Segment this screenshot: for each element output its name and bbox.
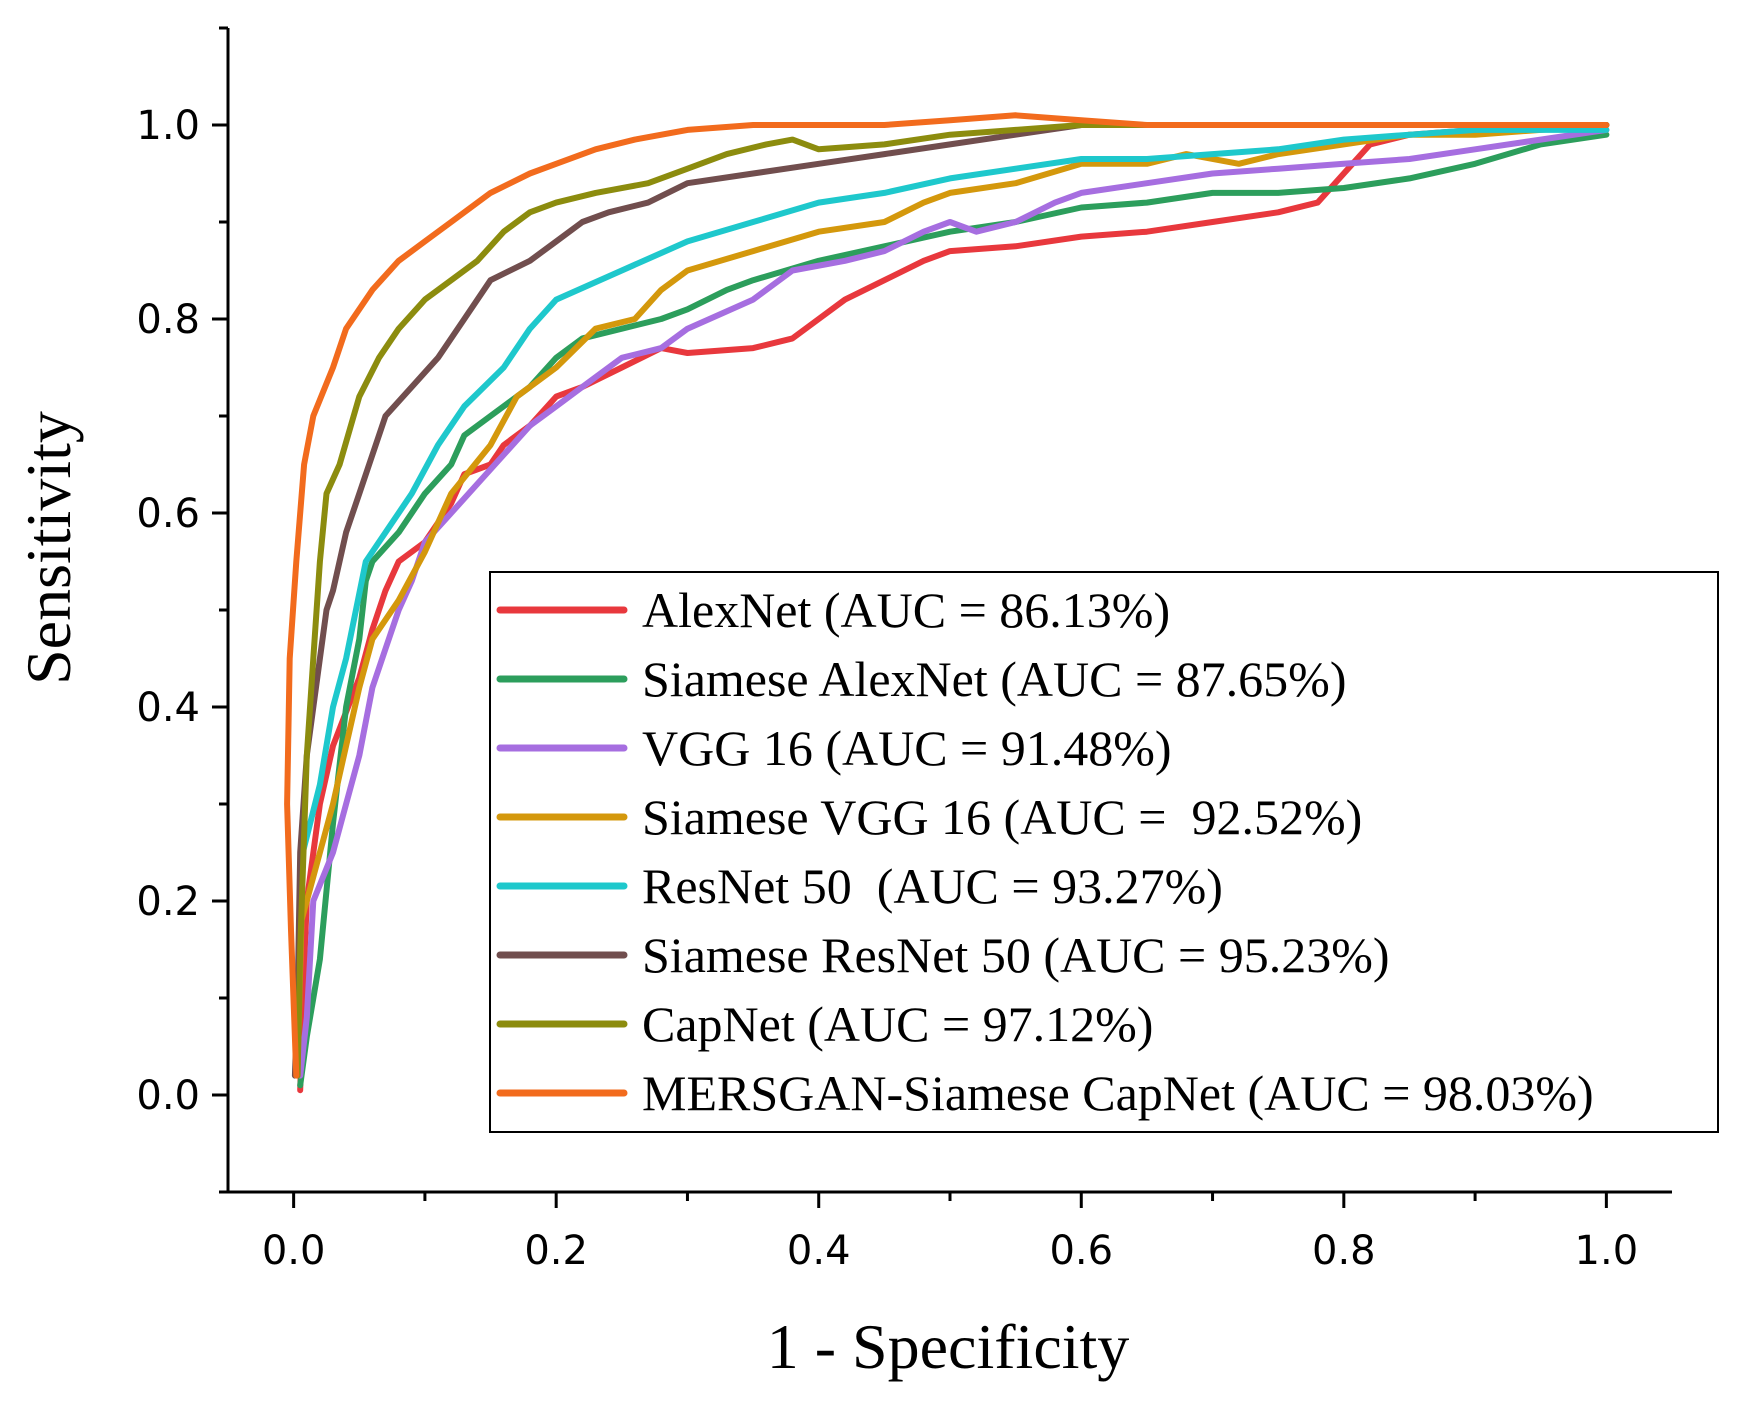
legend-label-5: ResNet 50 (AUC = 93.27%) (642, 858, 1223, 914)
y-tick-label: 0.4 (136, 685, 200, 731)
legend-label-8: MERSGAN-Siamese CapNet (AUC = 98.03%) (642, 1065, 1594, 1121)
y-tick-label: 0.6 (136, 491, 200, 537)
x-axis-title: 1 - Specificity (767, 1311, 1130, 1382)
series-line-2 (297, 131, 1610, 1089)
series-line-8 (284, 112, 1610, 1079)
legend-label-1: AlexNet (AUC = 86.13%) (642, 582, 1170, 638)
series-line-7 (294, 122, 1610, 1079)
series-line-4 (294, 122, 1610, 1069)
y-axis-title: Sensitivity (13, 411, 84, 685)
x-tick-label: 0.2 (524, 1228, 588, 1274)
y-tick-label: 0.0 (136, 1073, 200, 1119)
legend-label-4: Siamese VGG 16 (AUC = 92.52%) (642, 789, 1362, 845)
series-line-3 (297, 126, 1610, 1079)
y-tick-label: 0.2 (136, 879, 200, 925)
x-tick-label: 0.6 (1049, 1228, 1113, 1274)
series-line-6 (291, 122, 1610, 1079)
x-tick-label: 0.4 (787, 1228, 851, 1274)
tick-labels: 0.0 0.2 0.4 0.6 0.8 1.0 0.0 0.2 0.4 0.6 0.8 1.0 (136, 103, 1638, 1274)
legend-label-3: VGG 16 (AUC = 91.48%) (642, 720, 1172, 776)
x-tick-label: 0.8 (1312, 1228, 1376, 1274)
legend: AlexNet (AUC = 86.13%) Siamese AlexNet (A… (489, 571, 1719, 1133)
series-layer (284, 112, 1610, 1094)
y-tick-label: 0.8 (136, 297, 200, 343)
series-line-5 (294, 126, 1610, 1001)
legend-box (489, 571, 1719, 1133)
legend-label-2: Siamese AlexNet (AUC = 87.65%) (642, 651, 1346, 707)
x-tick-label: 0.0 (262, 1228, 326, 1274)
axes (212, 26, 1672, 1208)
series-line-1 (297, 122, 1610, 1094)
legend-label-7: CapNet (AUC = 97.12%) (642, 996, 1153, 1052)
legend-label-6: Siamese ResNet 50 (AUC = 95.23%) (642, 927, 1390, 983)
y-tick-label: 1.0 (136, 103, 200, 149)
x-tick-label: 1.0 (1575, 1228, 1639, 1274)
